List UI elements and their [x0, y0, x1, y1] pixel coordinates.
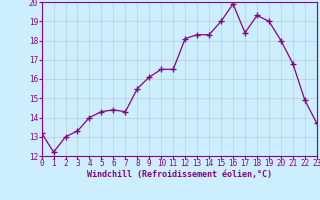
X-axis label: Windchill (Refroidissement éolien,°C): Windchill (Refroidissement éolien,°C) — [87, 170, 272, 179]
